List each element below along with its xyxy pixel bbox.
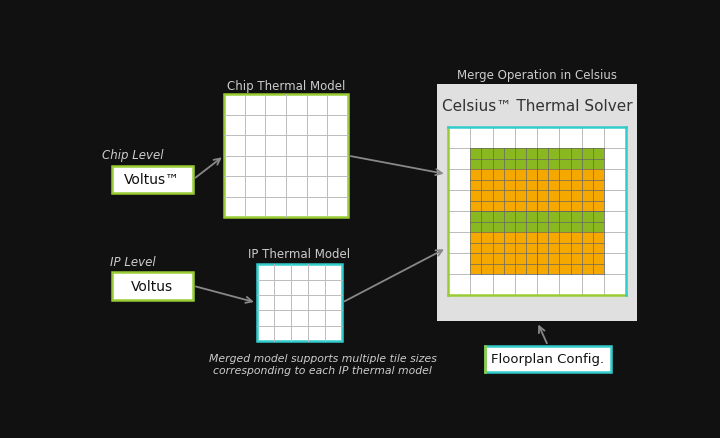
Text: Voltus™: Voltus™ bbox=[125, 173, 181, 187]
Text: IP Thermal Model: IP Thermal Model bbox=[248, 247, 351, 260]
Text: IP Level: IP Level bbox=[110, 255, 156, 268]
Bar bbox=[485, 346, 611, 372]
Text: Merged model supports multiple tile sizes: Merged model supports multiple tile size… bbox=[209, 353, 436, 363]
Bar bbox=[537, 149, 604, 170]
Bar bbox=[256, 265, 342, 341]
Text: Merge Operation in Celsius: Merge Operation in Celsius bbox=[457, 69, 617, 82]
Bar bbox=[112, 166, 193, 194]
Text: Chip Level: Chip Level bbox=[102, 149, 163, 162]
Text: corresponding to each IP thermal model: corresponding to each IP thermal model bbox=[213, 365, 432, 375]
Bar bbox=[470, 149, 537, 212]
Bar bbox=[437, 85, 637, 321]
Bar bbox=[537, 149, 604, 212]
Bar bbox=[224, 95, 348, 218]
Bar bbox=[448, 128, 626, 295]
Bar bbox=[537, 212, 604, 274]
Bar bbox=[470, 212, 537, 274]
Bar bbox=[112, 272, 193, 300]
Bar bbox=[470, 149, 537, 170]
Bar bbox=[537, 212, 604, 233]
Text: Celsius™ Thermal Solver: Celsius™ Thermal Solver bbox=[442, 99, 632, 114]
Text: Chip Thermal Model: Chip Thermal Model bbox=[227, 80, 346, 93]
Text: Floorplan Config.: Floorplan Config. bbox=[492, 353, 605, 366]
Bar bbox=[470, 212, 537, 233]
Text: Voltus: Voltus bbox=[131, 279, 174, 293]
